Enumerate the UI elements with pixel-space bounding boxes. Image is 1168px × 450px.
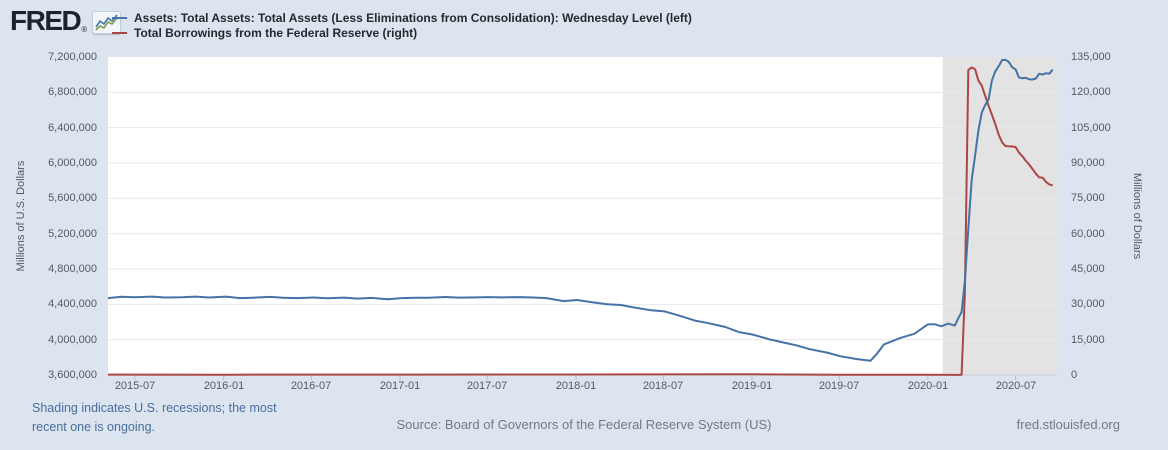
recession-note: Shading indicates U.S. recessions; the m… [32, 399, 277, 437]
y-axis-right-tick-label: 0 [1071, 369, 1078, 381]
y-axis-right-tick-label: 90,000 [1071, 157, 1105, 169]
legend-item-assets: Assets: Total Assets: Total Assets (Less… [112, 11, 692, 25]
borrowings-series-line [107, 66, 1053, 376]
recession-note-line2: recent one is ongoing. [32, 419, 156, 434]
y-axis-title-right: Millions of Dollars [1131, 172, 1143, 260]
y-axis-left-tick-label: 5,600,000 [48, 192, 97, 204]
legend: Assets: Total Assets: Total Assets (Less… [112, 11, 692, 41]
fred-site-link[interactable]: fred.stlouisfed.org [1016, 417, 1120, 432]
assets-series-line [107, 58, 1054, 362]
y-axis-right-tick-label: 135,000 [1071, 51, 1111, 63]
y-axis-left-tick-label: 6,400,000 [48, 122, 97, 134]
y-axis-left-tick-label: 4,800,000 [48, 263, 97, 275]
x-axis-tick-label: 2018-01 [555, 380, 597, 392]
y-axis-right-tick-label: 120,000 [1071, 86, 1111, 98]
y-axis-left-tick-label: 3,600,000 [48, 369, 97, 381]
recession-note-line1: Shading indicates U.S. recessions; the m… [32, 401, 277, 415]
x-axis-tick-label: 2016-01 [203, 380, 245, 392]
y-axis-right-tick-label: 105,000 [1071, 122, 1111, 134]
y-axis-left-tick-label: 7,200,000 [48, 51, 97, 63]
fred-logo-chart-icon [92, 11, 122, 34]
fred-logo[interactable]: FRED ® [10, 5, 122, 36]
y-axis-right-tick-label: 30,000 [1071, 298, 1105, 310]
y-axis-left-tick-label: 4,400,000 [48, 298, 97, 310]
y-axis-left-tick-label: 4,000,000 [48, 334, 97, 346]
legend-label-borrowings: Total Borrowings from the Federal Reserv… [134, 26, 418, 40]
fred-logo-text: FRED [10, 5, 82, 36]
y-axis-right-tick-label: 45,000 [1071, 263, 1105, 275]
y-axis-title-left: Millions of U.S. Dollars [15, 160, 27, 272]
y-axis-right-tick-label: 75,000 [1071, 192, 1105, 204]
x-axis-tick-label: 2016-07 [290, 380, 332, 392]
x-axis-tick-label: 2020-01 [907, 380, 949, 392]
legend-swatch-borrowings [112, 32, 127, 34]
y-axis-left-tick-label: 6,800,000 [48, 86, 97, 98]
x-axis-tick-label: 2015-07 [114, 380, 156, 392]
legend-swatch-assets [112, 17, 127, 19]
legend-label-assets: Assets: Total Assets: Total Assets (Less… [134, 11, 692, 25]
y-axis-left-tick-label: 5,200,000 [48, 228, 97, 240]
legend-item-borrowings: Total Borrowings from the Federal Reserv… [112, 26, 692, 40]
source-text: Source: Board of Governors of the Federa… [396, 417, 772, 432]
y-axis-right-tick-label: 60,000 [1071, 228, 1105, 240]
plot-background [108, 57, 1057, 375]
x-axis-tick-label: 2020-07 [995, 380, 1037, 392]
y-axis-left-tick-label: 6,000,000 [48, 157, 97, 169]
registered-trademark-symbol: ® [81, 25, 88, 34]
recession-shading [942, 57, 1057, 375]
x-axis-tick-label: 2017-01 [379, 380, 421, 392]
x-axis-tick-label: 2019-07 [818, 380, 860, 392]
x-axis-tick-label: 2017-07 [466, 380, 508, 392]
y-axis-right-tick-label: 15,000 [1071, 334, 1105, 346]
x-axis-tick-label: 2018-07 [642, 380, 684, 392]
x-axis-tick-label: 2019-01 [731, 380, 773, 392]
